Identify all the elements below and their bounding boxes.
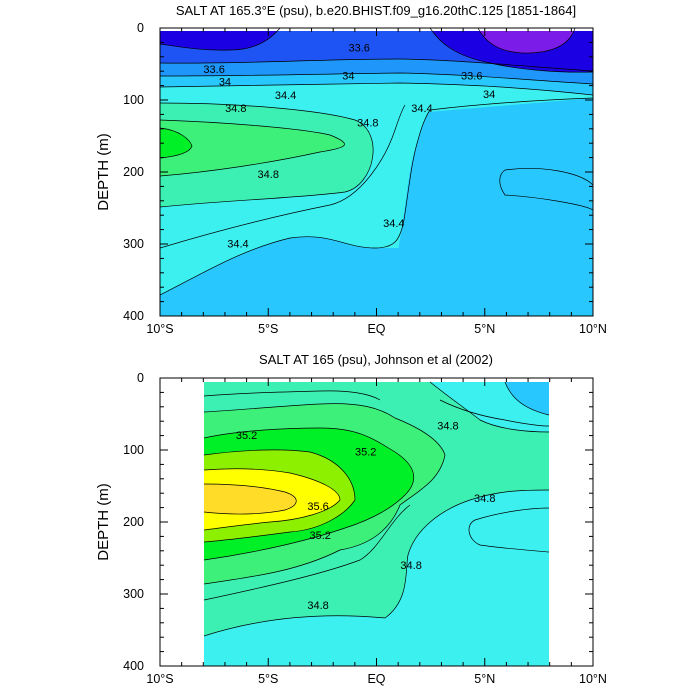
bottom-y-axis-label: DEPTH (m) [95,483,112,561]
bottom-panel: SALT AT 165 (psu), Johnson et al (2002) [95,352,607,686]
top-contour-label: 34.4 [383,218,404,230]
top-fill-33.0-east [478,28,575,54]
bottom-y-tick-label: 0 [137,371,144,385]
bottom-contour-label: 34.8 [437,421,458,433]
top-fill-34.4-east [398,98,593,316]
bottom-x-tick-label: 10°S [146,672,173,686]
top-contour-lines [160,28,593,296]
bottom-axis-ticks: 10°S 5°S EQ 5°N 10°N 0 100 200 300 400 [123,371,607,686]
bottom-contour-label: 34.8 [474,493,495,505]
top-contour-label: 33.6 [203,64,224,76]
bottom-x-tick-label: 5°S [258,672,278,686]
bottom-y-tick-label: 100 [123,443,144,457]
top-contour-label: 34.8 [258,169,279,181]
top-x-tick-label: EQ [367,322,385,336]
top-contour-label: 34.8 [357,117,378,129]
top-fill-33.2-west [160,28,280,51]
bottom-contour-label: 34.8 [307,600,328,612]
top-contour-label: 34.4 [275,90,296,102]
bottom-y-tick-label: 300 [123,587,144,601]
top-contour-label: 33.6 [461,71,482,83]
top-x-tick-label: 5°S [258,322,278,336]
bottom-contour-label: 35.2 [355,446,376,458]
bottom-panel-title: SALT AT 165 (psu), Johnson et al (2002) [259,352,493,367]
bottom-contour-label: 34.8 [400,560,421,572]
top-contour-label: 34 [483,89,495,101]
bottom-contour-label: 35.2 [309,530,330,542]
bottom-x-tick-label: 10°N [579,672,607,686]
top-axis-ticks: 10°S 5°S EQ 5°N 10°N 0 100 200 300 400 [123,21,607,336]
bottom-contour-label: 35.2 [236,430,257,442]
top-y-tick-label: 200 [123,165,144,179]
top-contour-label: 34.4 [227,238,248,250]
bottom-fill-34.6-deep [204,490,549,666]
top-salinity-field [160,28,593,316]
bottom-contour-label: 35.6 [307,501,328,513]
top-y-tick-label: 100 [123,93,144,107]
top-x-tick-label: 10°S [146,322,173,336]
bottom-x-tick-label: EQ [367,672,385,686]
top-contour-label: 34 [219,76,231,88]
top-x-tick-label: 10°N [579,322,607,336]
top-fill-35.2 [160,128,192,158]
bottom-fill-34.4-se [468,508,549,552]
bottom-y-tick-label: 400 [123,659,144,673]
bottom-fill-35.8 [204,484,297,515]
top-x-tick-label: 5°N [474,322,495,336]
top-contour-labels: 33.633.634 34 33.63434.434.834.834.434.834… [203,42,495,250]
bottom-x-tick-label: 5°N [474,672,495,686]
top-panel-title: SALT AT 165.3°E (psu), b.e20.BHIST.f09_g… [176,3,576,18]
top-contour-label: 34.4 [411,103,432,115]
top-fill-35.0 [160,120,345,176]
top-panel: SALT AT 165.3°E (psu), b.e20.BHIST.f09_g… [95,3,607,336]
bottom-contour-labels: 35.2 35.2 34.8 35.6 35.2 34.8 34.8 34.8 [236,421,496,612]
top-y-tick-label: 0 [137,21,144,35]
bottom-fill-34.4-ne [505,382,549,415]
top-y-tick-label: 400 [123,309,144,323]
top-contour-label: 34.8 [225,103,246,115]
top-contour-label: 33.6 [348,42,369,54]
top-contour-label: 34 [342,71,354,83]
top-y-axis-label: DEPTH (m) [95,133,112,211]
bottom-contour-lines [203,381,550,637]
top-fill-34.4-blob [499,168,593,210]
bottom-y-tick-label: 200 [123,515,144,529]
top-y-tick-label: 300 [123,237,144,251]
bottom-salinity-field [204,382,549,666]
